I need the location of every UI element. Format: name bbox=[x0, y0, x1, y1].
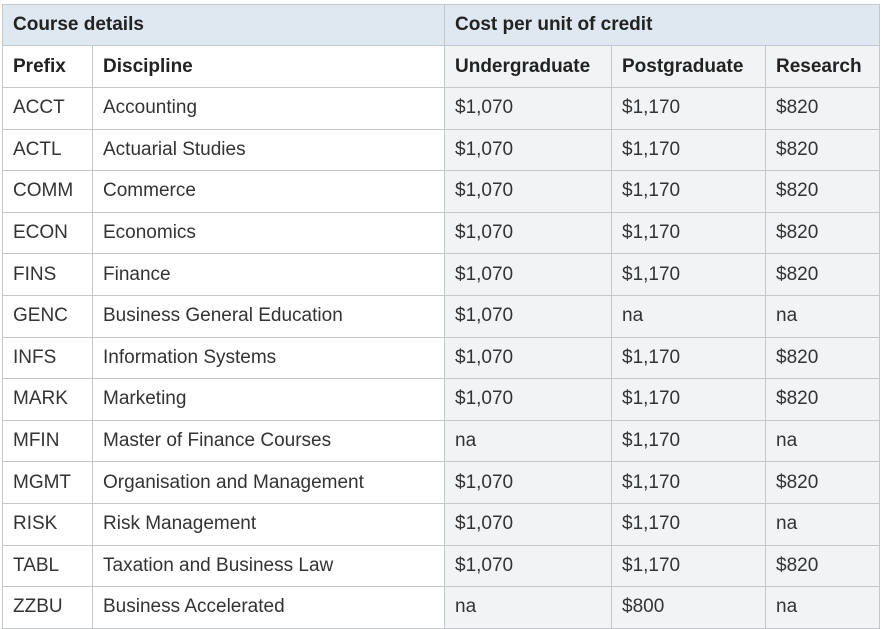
table-body: ACCT Accounting $1,070 $1,170 $820 ACTL Actuar… bbox=[2, 87, 881, 629]
cell-discipline: Master of Finance Courses bbox=[92, 419, 445, 463]
cell-postgraduate: na bbox=[611, 294, 766, 338]
cell-postgraduate: $1,170 bbox=[611, 128, 766, 172]
cell-discipline: Organisation and Management bbox=[92, 461, 445, 504]
cell-prefix: ACTL bbox=[2, 128, 93, 172]
cell-postgraduate: $800 bbox=[611, 586, 766, 629]
cell-discipline: Information Systems bbox=[92, 336, 445, 380]
cell-postgraduate: $1,170 bbox=[611, 502, 766, 546]
column-header-undergraduate: Undergraduate bbox=[444, 45, 612, 88]
cell-discipline: Taxation and Business Law bbox=[92, 544, 445, 588]
cell-discipline: Marketing bbox=[92, 378, 445, 421]
group-header-course-details: Course details bbox=[2, 4, 445, 46]
cell-research: na bbox=[764, 586, 881, 629]
table-row: INFS Information Systems $1,070 $1,170 $820 bbox=[2, 336, 881, 380]
cell-research: $820 bbox=[764, 544, 881, 588]
cell-research: $820 bbox=[764, 336, 881, 380]
table-row: ECON Economics $1,070 $1,170 $820 bbox=[2, 211, 881, 255]
cell-research: na bbox=[764, 502, 881, 546]
cell-postgraduate: $1,170 bbox=[611, 211, 766, 255]
table-row: ACTL Actuarial Studies $1,070 $1,170 $820 bbox=[2, 128, 881, 172]
cell-undergraduate: $1,070 bbox=[444, 461, 612, 504]
table-row: RISK Risk Management $1,070 $1,170 na bbox=[2, 502, 881, 546]
cell-discipline: Finance bbox=[92, 253, 445, 296]
cell-postgraduate: $1,170 bbox=[611, 461, 766, 504]
cell-postgraduate: $1,170 bbox=[611, 419, 766, 463]
column-header-prefix: Prefix bbox=[2, 45, 93, 88]
cell-research: $820 bbox=[764, 461, 881, 504]
cell-postgraduate: $1,170 bbox=[611, 253, 766, 296]
cell-prefix: MARK bbox=[2, 378, 93, 421]
cell-undergraduate: $1,070 bbox=[444, 170, 612, 213]
cell-undergraduate: $1,070 bbox=[444, 87, 612, 130]
cell-undergraduate: $1,070 bbox=[444, 211, 612, 255]
cell-discipline: Business General Education bbox=[92, 294, 445, 338]
cell-discipline: Business Accelerated bbox=[92, 586, 445, 629]
cell-prefix: COMM bbox=[2, 170, 93, 213]
cell-prefix: TABL bbox=[2, 544, 93, 588]
cell-research: $820 bbox=[764, 128, 881, 172]
cell-research: $820 bbox=[764, 170, 881, 213]
cell-postgraduate: $1,170 bbox=[611, 544, 766, 588]
group-header-cost-per-unit: Cost per unit of credit bbox=[443, 4, 881, 46]
group-header-row: Course details Cost per unit of credit bbox=[2, 4, 881, 46]
cell-research: $820 bbox=[764, 87, 881, 130]
cell-research: na bbox=[764, 294, 881, 338]
cell-undergraduate: $1,070 bbox=[444, 336, 612, 380]
cell-prefix: RISK bbox=[2, 502, 93, 546]
cell-discipline: Commerce bbox=[92, 170, 445, 213]
cell-undergraduate: na bbox=[444, 586, 612, 629]
cell-research: $820 bbox=[764, 378, 881, 421]
column-header-row: Prefix Discipline Undergraduate Postgrad… bbox=[2, 45, 881, 88]
cell-postgraduate: $1,170 bbox=[611, 170, 766, 213]
column-header-research: Research bbox=[764, 45, 881, 88]
column-header-postgraduate: Postgraduate bbox=[611, 45, 766, 88]
cell-postgraduate: $1,170 bbox=[611, 336, 766, 380]
cell-prefix: GENC bbox=[2, 294, 93, 338]
cell-undergraduate: $1,070 bbox=[444, 378, 612, 421]
cell-postgraduate: $1,170 bbox=[611, 87, 766, 130]
cell-prefix: ACCT bbox=[2, 87, 93, 130]
table-row: FINS Finance $1,070 $1,170 $820 bbox=[2, 253, 881, 296]
cell-prefix: ECON bbox=[2, 211, 93, 255]
table-row: MFIN Master of Finance Courses na $1,170 na bbox=[2, 419, 881, 463]
table-row: MARK Marketing $1,070 $1,170 $820 bbox=[2, 378, 881, 421]
cell-discipline: Actuarial Studies bbox=[92, 128, 445, 172]
cell-discipline: Risk Management bbox=[92, 502, 445, 546]
table-row: COMM Commerce $1,070 $1,170 $820 bbox=[2, 170, 881, 213]
cell-discipline: Accounting bbox=[92, 87, 445, 130]
cell-discipline: Economics bbox=[92, 211, 445, 255]
table-row: ZZBU Business Accelerated na $800 na bbox=[2, 586, 881, 629]
cell-prefix: INFS bbox=[2, 336, 93, 380]
column-header-discipline: Discipline bbox=[92, 45, 445, 88]
table-row: GENC Business General Education $1,070 na na bbox=[2, 294, 881, 338]
fees-table: Course details Cost per unit of credit P… bbox=[2, 4, 881, 629]
cell-prefix: MGMT bbox=[2, 461, 93, 504]
cell-postgraduate: $1,170 bbox=[611, 378, 766, 421]
cell-undergraduate: $1,070 bbox=[444, 502, 612, 546]
cell-prefix: FINS bbox=[2, 253, 93, 296]
table-row: ACCT Accounting $1,070 $1,170 $820 bbox=[2, 87, 881, 130]
table-row: MGMT Organisation and Management $1,070 $1,… bbox=[2, 461, 881, 504]
cell-prefix: MFIN bbox=[2, 419, 93, 463]
cell-research: na bbox=[764, 419, 881, 463]
cell-prefix: ZZBU bbox=[2, 586, 93, 629]
cell-undergraduate: na bbox=[444, 419, 612, 463]
cell-undergraduate: $1,070 bbox=[444, 294, 612, 338]
cell-research: $820 bbox=[764, 253, 881, 296]
table-row: TABL Taxation and Business Law $1,070 $1,17… bbox=[2, 544, 881, 588]
cell-undergraduate: $1,070 bbox=[444, 544, 612, 588]
cell-research: $820 bbox=[764, 211, 881, 255]
cell-undergraduate: $1,070 bbox=[444, 253, 612, 296]
cell-undergraduate: $1,070 bbox=[444, 128, 612, 172]
